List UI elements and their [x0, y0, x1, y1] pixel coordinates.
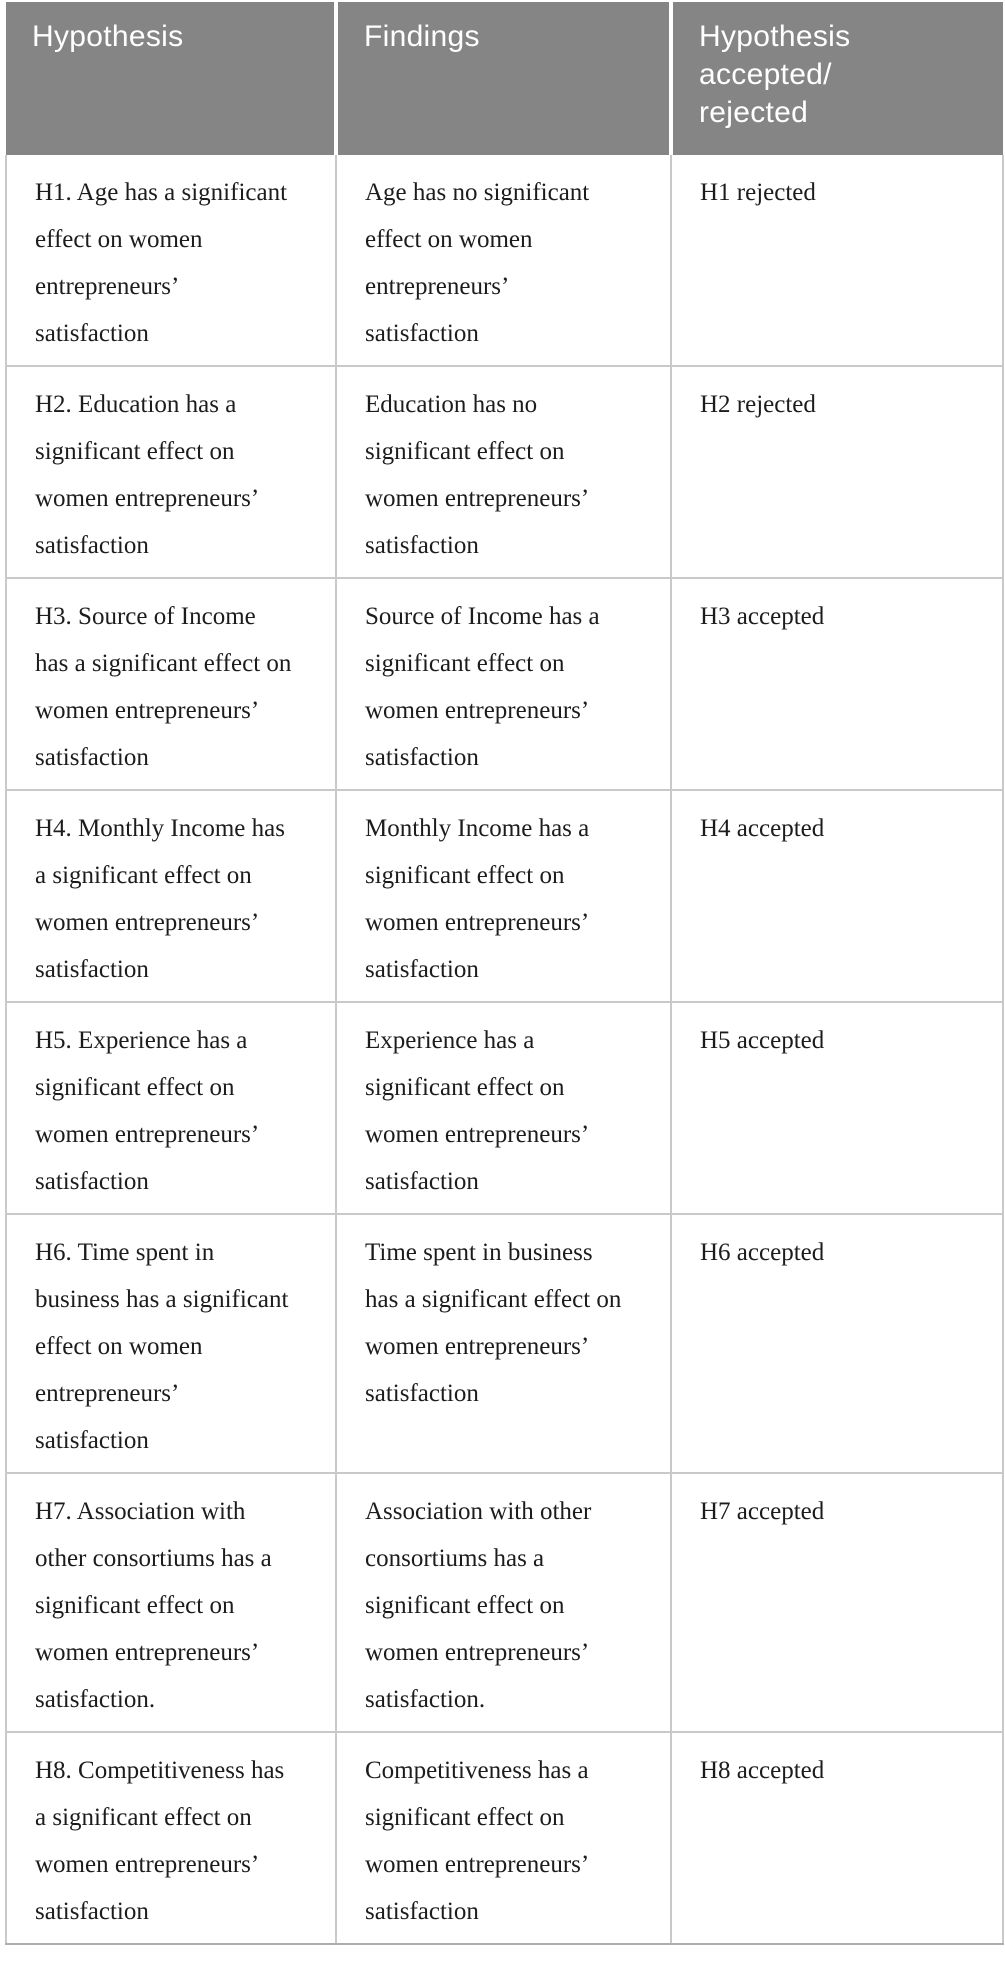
table-row: H5. Experience has a significant effect …: [5, 1001, 1004, 1214]
result-cell: H7 accepted: [670, 1472, 1004, 1732]
hypothesis-cell: H2. Education has a significant effect o…: [5, 365, 336, 578]
hypothesis-cell: H5. Experience has a significant effect …: [5, 1001, 336, 1214]
findings-cell: Association with other consortiums has a…: [335, 1472, 671, 1732]
hypothesis-cell: H1. Age has a significant effect on wome…: [5, 155, 336, 366]
table-row: H7. Association with other consortiums h…: [5, 1472, 1004, 1732]
findings-cell: Time spent in business has a significant…: [335, 1213, 671, 1473]
table-row: H4. Monthly Income has a significant eff…: [5, 789, 1004, 1002]
findings-cell: Age has no significant effect on women e…: [335, 155, 671, 366]
findings-cell: Monthly Income has a significant effect …: [335, 789, 671, 1002]
findings-cell: Education has no significant effect on w…: [335, 365, 671, 578]
table-row: H2. Education has a significant effect o…: [5, 365, 1004, 578]
column-header-findings: Findings: [334, 2, 671, 155]
header-row: Hypothesis Findings Hypothesis accepted/…: [6, 2, 1003, 155]
hypothesis-cell: H3. Source of Income has a significant e…: [5, 577, 336, 790]
result-cell: H3 accepted: [670, 577, 1004, 790]
hypothesis-results-table-wrap: Hypothesis Findings Hypothesis accepted/…: [5, 2, 1004, 1945]
hypothesis-cell: H4. Monthly Income has a significant eff…: [5, 789, 336, 1002]
result-cell: H2 rejected: [670, 365, 1004, 578]
table-row: H6. Time spent in business has a signifi…: [5, 1213, 1004, 1473]
table-row: H8. Competitiveness has a significant ef…: [5, 1731, 1004, 1945]
hypothesis-cell: H7. Association with other consortiums h…: [5, 1472, 336, 1732]
result-cell: H6 accepted: [670, 1213, 1004, 1473]
result-cell: H1 rejected: [670, 155, 1004, 366]
column-header-accepted-rejected: Hypothesis accepted/ rejected: [669, 2, 1003, 155]
findings-cell: Source of Income has a significant effec…: [335, 577, 671, 790]
table-header: Hypothesis Findings Hypothesis accepted/…: [6, 2, 1003, 155]
result-cell: H8 accepted: [670, 1731, 1004, 1945]
hypothesis-cell: H6. Time spent in business has a signifi…: [5, 1213, 336, 1473]
table-row: H3. Source of Income has a significant e…: [5, 577, 1004, 790]
table-body: H1. Age has a significant effect on wome…: [5, 155, 1004, 1945]
hypothesis-cell: H8. Competitiveness has a significant ef…: [5, 1731, 336, 1945]
result-cell: H4 accepted: [670, 789, 1004, 1002]
findings-cell: Competitiveness has a significant effect…: [335, 1731, 671, 1945]
table-row: H1. Age has a significant effect on wome…: [5, 155, 1004, 366]
findings-cell: Experience has a significant effect on w…: [335, 1001, 671, 1214]
hypothesis-results-table: Hypothesis Findings Hypothesis accepted/…: [5, 2, 1004, 1945]
result-cell: H5 accepted: [670, 1001, 1004, 1214]
column-header-hypothesis: Hypothesis: [6, 2, 336, 155]
